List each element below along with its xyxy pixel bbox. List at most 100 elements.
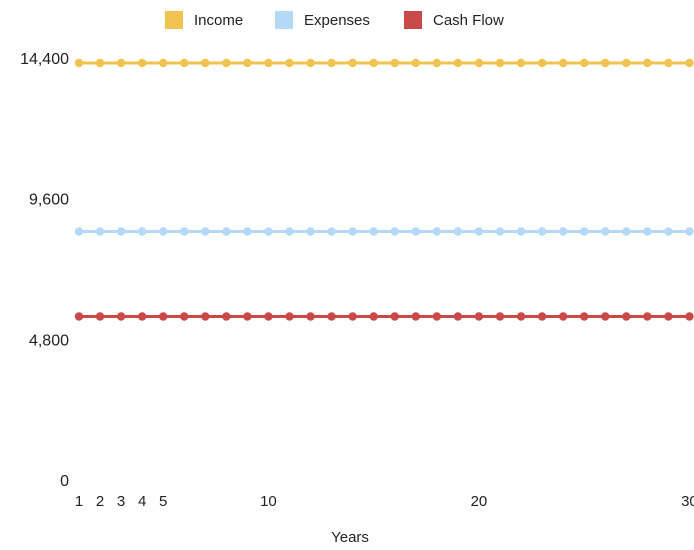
data-point-income bbox=[516, 58, 526, 68]
y-tick-label: 4,800 bbox=[29, 332, 69, 349]
data-point-expenses bbox=[285, 227, 294, 236]
data-point-expenses bbox=[369, 227, 378, 236]
series-income bbox=[74, 58, 694, 68]
data-point-income bbox=[432, 58, 442, 68]
data-point-expenses bbox=[558, 227, 568, 236]
data-point-cash-flow bbox=[643, 312, 652, 321]
data-point-cash-flow bbox=[558, 312, 568, 321]
series-expenses bbox=[74, 227, 694, 236]
data-point-cash-flow bbox=[264, 312, 273, 321]
data-point-expenses bbox=[601, 227, 610, 236]
data-point-expenses bbox=[474, 227, 484, 236]
data-point-expenses bbox=[348, 227, 357, 236]
legend-swatch-income bbox=[165, 11, 183, 29]
x-tick-label: 30 bbox=[681, 493, 694, 510]
data-point-cash-flow bbox=[137, 312, 147, 321]
data-point-cash-flow bbox=[222, 312, 231, 321]
data-point-expenses bbox=[222, 227, 231, 236]
data-point-income bbox=[664, 58, 673, 68]
x-tick-label: 1 bbox=[75, 493, 83, 510]
data-point-cash-flow bbox=[159, 312, 168, 321]
data-point-income bbox=[348, 58, 357, 68]
data-point-expenses bbox=[390, 227, 399, 236]
data-point-expenses bbox=[95, 227, 105, 236]
data-point-expenses bbox=[432, 227, 442, 236]
x-tick-label: 10 bbox=[260, 493, 277, 510]
data-point-expenses bbox=[411, 227, 420, 236]
series-layer bbox=[74, 58, 694, 321]
y-tick-label: 14,400 bbox=[20, 51, 69, 68]
x-tick-label: 2 bbox=[96, 493, 104, 510]
data-point-income bbox=[685, 58, 694, 68]
data-point-expenses bbox=[622, 227, 631, 236]
data-point-income bbox=[306, 58, 315, 68]
data-point-expenses bbox=[201, 227, 210, 236]
data-point-income bbox=[243, 58, 252, 68]
data-point-cash-flow bbox=[243, 312, 252, 321]
data-point-income bbox=[201, 58, 210, 68]
data-point-cash-flow bbox=[201, 312, 210, 321]
data-point-income bbox=[390, 58, 399, 68]
data-point-income bbox=[159, 58, 168, 68]
data-point-income bbox=[495, 58, 505, 68]
series-cash-flow bbox=[74, 312, 694, 321]
data-point-expenses bbox=[580, 227, 589, 236]
data-point-cash-flow bbox=[685, 312, 694, 321]
data-point-expenses bbox=[116, 227, 126, 236]
data-point-expenses bbox=[180, 227, 189, 236]
y-axis-ticks: 0 4,800 9,600 14,400 bbox=[20, 51, 69, 490]
data-point-income bbox=[453, 58, 463, 68]
data-point-cash-flow bbox=[601, 312, 610, 321]
data-point-expenses bbox=[137, 227, 147, 236]
x-axis-title: Years bbox=[331, 529, 369, 546]
data-point-cash-flow bbox=[180, 312, 189, 321]
data-point-expenses bbox=[327, 227, 336, 236]
data-point-cash-flow bbox=[411, 312, 420, 321]
data-point-income bbox=[264, 58, 273, 68]
data-point-expenses bbox=[159, 227, 168, 236]
data-point-cash-flow bbox=[537, 312, 547, 321]
data-point-expenses bbox=[453, 227, 463, 236]
data-point-cash-flow bbox=[432, 312, 442, 321]
data-point-income bbox=[137, 58, 147, 68]
data-point-income bbox=[622, 58, 631, 68]
data-point-cash-flow bbox=[622, 312, 631, 321]
data-point-income bbox=[558, 58, 568, 68]
data-point-expenses bbox=[74, 227, 84, 236]
data-point-income bbox=[74, 58, 84, 68]
data-point-expenses bbox=[495, 227, 505, 236]
data-point-cash-flow bbox=[116, 312, 126, 321]
data-point-expenses bbox=[664, 227, 673, 236]
data-point-cash-flow bbox=[664, 312, 673, 321]
y-tick-label: 0 bbox=[60, 473, 69, 490]
data-point-expenses bbox=[685, 227, 694, 236]
x-tick-label: 20 bbox=[471, 493, 488, 510]
data-point-expenses bbox=[306, 227, 315, 236]
data-point-cash-flow bbox=[474, 312, 484, 321]
data-point-income bbox=[411, 58, 420, 68]
data-point-income bbox=[369, 58, 378, 68]
data-point-income bbox=[580, 58, 589, 68]
data-point-cash-flow bbox=[285, 312, 294, 321]
data-point-income bbox=[537, 58, 547, 68]
data-point-income bbox=[643, 58, 652, 68]
x-tick-label: 5 bbox=[159, 493, 167, 510]
legend-label-income: Income bbox=[194, 12, 243, 29]
data-point-cash-flow bbox=[369, 312, 378, 321]
legend-label-expenses: Expenses bbox=[304, 12, 370, 29]
data-point-cash-flow bbox=[580, 312, 589, 321]
data-point-cash-flow bbox=[348, 312, 357, 321]
x-axis-ticks: 1 2 3 4 5 10 20 30 bbox=[75, 493, 694, 510]
data-point-income bbox=[180, 58, 189, 68]
data-point-expenses bbox=[264, 227, 273, 236]
data-point-income bbox=[222, 58, 231, 68]
legend-swatch-cash-flow bbox=[404, 11, 422, 29]
data-point-income bbox=[474, 58, 484, 68]
data-point-expenses bbox=[537, 227, 547, 236]
data-point-expenses bbox=[243, 227, 252, 236]
data-point-income bbox=[285, 58, 294, 68]
data-point-cash-flow bbox=[516, 312, 526, 321]
data-point-cash-flow bbox=[495, 312, 505, 321]
